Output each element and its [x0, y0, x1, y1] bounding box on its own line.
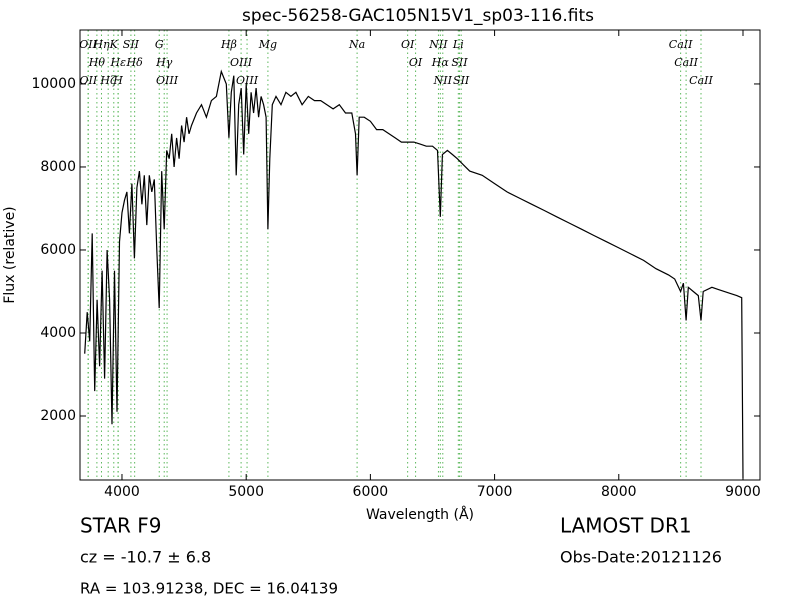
spectral-line-label: K: [109, 38, 119, 51]
spectral-line-label: Hη: [92, 38, 110, 51]
plot-frame: [79, 29, 761, 481]
y-axis-label: Flux (relative): [2, 206, 18, 303]
spectral-line-label: Hβ: [220, 38, 237, 51]
spectral-line-label: SII: [451, 56, 468, 69]
y-tick-label: 4000: [40, 325, 76, 341]
x-tick-label: 4000: [104, 484, 140, 500]
spectral-line-label: OI: [409, 56, 423, 69]
spectral-line-label: SII: [123, 38, 140, 51]
survey: LAMOST DR1: [560, 514, 692, 538]
spectral-line-label: NII: [433, 74, 453, 87]
spectral-line-label: H: [112, 74, 123, 87]
spectral-line-label: OIII: [230, 56, 253, 69]
spectral-line-label: Hα: [431, 56, 450, 69]
spectral-line-label: CaII: [674, 56, 698, 69]
object-class: STAR F9: [80, 514, 162, 538]
y-tick-label: 2000: [40, 408, 76, 424]
redshift: cz = -10.7 ± 6.8: [80, 548, 211, 567]
spectral-line-label: Na: [348, 38, 365, 51]
spectral-line-label: Hγ: [155, 56, 173, 69]
spectral-line-label: OII: [79, 74, 97, 87]
spectral-line-label: CaII: [689, 74, 713, 87]
spectral-line-label: NII: [428, 38, 448, 51]
spectral-line-label: SII: [453, 74, 470, 87]
x-tick-label: 9000: [725, 484, 761, 500]
spectrum-line: [84, 69, 744, 479]
spectral-line-label: OIII: [156, 74, 179, 87]
x-axis-label: Wavelength (Å): [366, 506, 474, 523]
spectral-line-label: G: [155, 38, 164, 51]
x-tick-label: 8000: [601, 484, 637, 500]
x-tick-label: 7000: [477, 484, 513, 500]
spectral-line-label: Hθ: [88, 56, 106, 69]
coordinates: RA = 103.91238, DEC = 16.04139: [80, 580, 338, 598]
spectral-line-label: Mg: [258, 38, 277, 51]
spectral-line-label: Hδ: [126, 56, 144, 69]
y-tick-label: 8000: [40, 159, 76, 175]
spectral-line-label: Hζ: [99, 74, 117, 87]
obs-date: Obs-Date:20121126: [560, 548, 722, 567]
chart-title: spec-56258-GAC105N15V1_sp03-116.fits: [242, 6, 594, 26]
spectral-line-label: CaII: [669, 38, 693, 51]
x-tick-label: 6000: [353, 484, 389, 500]
y-tick-label: 10000: [31, 76, 76, 92]
x-tick-label: 5000: [228, 484, 264, 500]
spectral-line-label: Li: [452, 38, 464, 51]
y-tick-label: 6000: [40, 242, 76, 258]
spectral-line-label: OIII: [236, 74, 259, 87]
spectral-line-label: OI: [401, 38, 415, 51]
